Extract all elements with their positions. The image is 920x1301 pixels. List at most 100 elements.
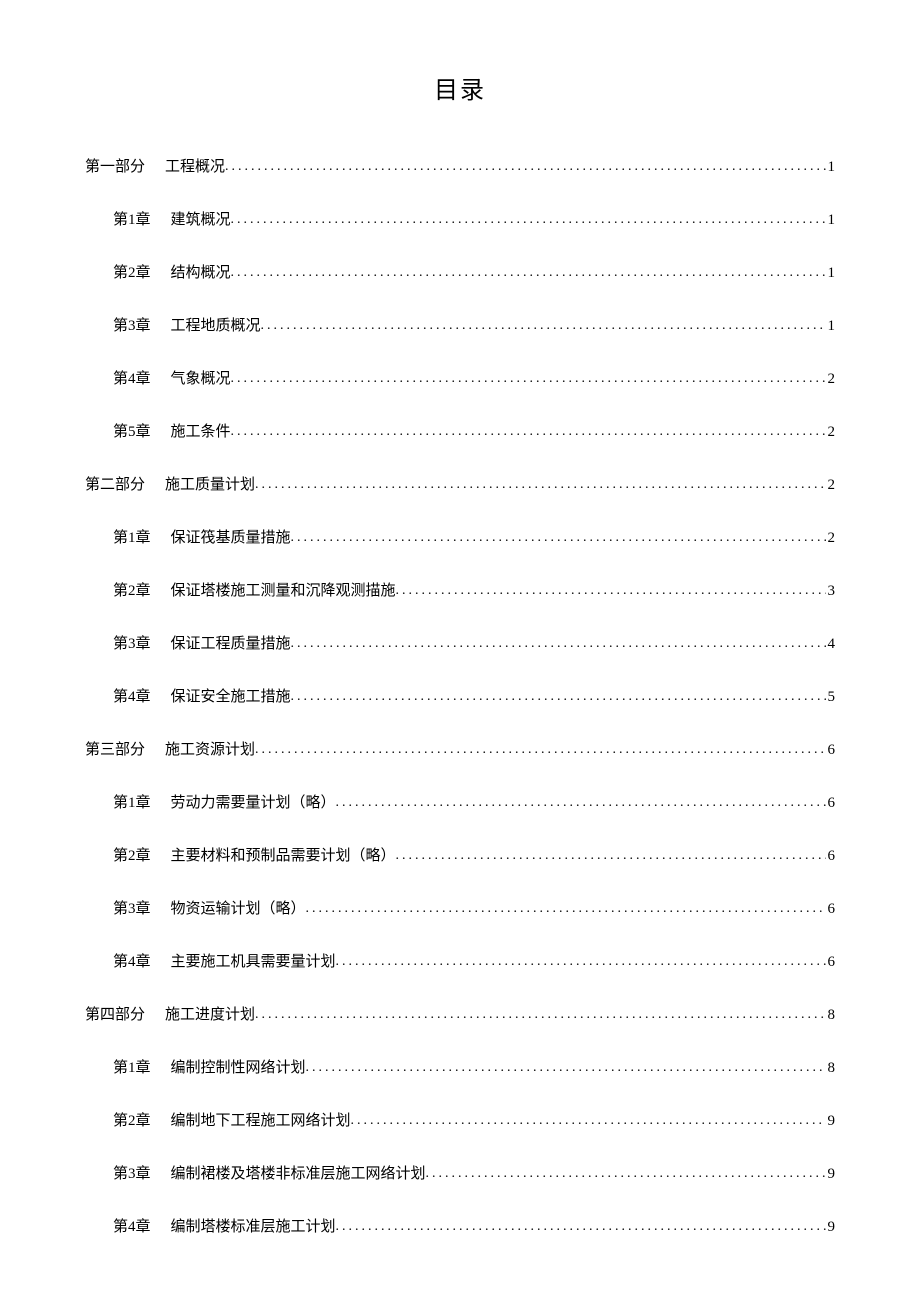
toc-entry-title: 施工资源计划 xyxy=(165,738,255,759)
page-title: 目录 xyxy=(85,70,835,105)
toc-entry: 第3章保证工程质量措施.............................… xyxy=(113,632,835,653)
toc-entry-page: 9 xyxy=(826,1166,836,1183)
toc-entry: 第一部分工程概况................................… xyxy=(85,155,835,176)
toc-entry: 第4章气象概况.................................… xyxy=(113,367,835,388)
toc-entry-label: 第4章 xyxy=(113,1215,151,1236)
toc-dots-leader: ........................................… xyxy=(291,530,826,546)
toc-entry-page: 1 xyxy=(826,159,836,176)
toc-dots-leader: ........................................… xyxy=(426,1166,826,1182)
toc-entry-label: 第三部分 xyxy=(85,738,145,759)
toc-dots-leader: ........................................… xyxy=(231,424,826,440)
toc-entry-page: 9 xyxy=(826,1113,836,1130)
toc-entry-title: 编制裙楼及塔楼非标准层施工网络计划 xyxy=(171,1162,426,1183)
toc-entry-page: 2 xyxy=(826,530,836,547)
toc-entry-label: 第4章 xyxy=(113,950,151,971)
toc-entry-title: 结构概况 xyxy=(171,261,231,282)
toc-entry-page: 1 xyxy=(826,212,836,229)
toc-entry-page: 6 xyxy=(826,901,836,918)
toc-entry-label: 第4章 xyxy=(113,367,151,388)
toc-entry-label: 第1章 xyxy=(113,526,151,547)
toc-entry-title: 施工条件 xyxy=(171,420,231,441)
toc-dots-leader: ........................................… xyxy=(255,477,825,493)
toc-entry-label: 第2章 xyxy=(113,844,151,865)
toc-entry: 第1章编制控制性网络计划............................… xyxy=(113,1056,835,1077)
toc-entry-page: 4 xyxy=(826,636,836,653)
toc-entry: 第4章编制塔楼标准层施工计划..........................… xyxy=(113,1215,835,1236)
toc-entry: 第4章主要施工机具需要量计划..........................… xyxy=(113,950,835,971)
toc-entry: 第2章保证塔楼施工测量和沉降观测描施......................… xyxy=(113,579,835,600)
toc-entry-label: 第2章 xyxy=(113,261,151,282)
toc-entry-page: 2 xyxy=(826,477,836,494)
toc-dots-leader: ........................................… xyxy=(351,1113,826,1129)
toc-entry-page: 8 xyxy=(826,1007,836,1024)
toc-entry-page: 1 xyxy=(826,318,836,335)
toc-entry-label: 第2章 xyxy=(113,1109,151,1130)
toc-entry-page: 2 xyxy=(826,424,836,441)
toc-entry-label: 第3章 xyxy=(113,897,151,918)
toc-entry-label: 第四部分 xyxy=(85,1003,145,1024)
toc-entry-title: 主要材料和预制品需要计划（略） xyxy=(171,844,396,865)
toc-dots-leader: ........................................… xyxy=(336,1219,826,1235)
toc-entry-title: 保证塔楼施工测量和沉降观测描施 xyxy=(171,579,396,600)
toc-entry-title: 工程地质概况 xyxy=(171,314,261,335)
toc-entry: 第2章编制地下工程施工网络计划.........................… xyxy=(113,1109,835,1130)
toc-entry: 第1章建筑概况.................................… xyxy=(113,208,835,229)
toc-entry-page: 9 xyxy=(826,1219,836,1236)
toc-entry-label: 第3章 xyxy=(113,314,151,335)
toc-entry: 第2章结构概况.................................… xyxy=(113,261,835,282)
toc-entry-label: 第4章 xyxy=(113,685,151,706)
toc-entry-title: 保证工程质量措施 xyxy=(171,632,291,653)
toc-entry-title: 施工进度计划 xyxy=(165,1003,255,1024)
toc-entry-page: 5 xyxy=(826,689,836,706)
toc-entry: 第5章施工条件.................................… xyxy=(113,420,835,441)
toc-entry-page: 6 xyxy=(826,848,836,865)
toc-entry-page: 1 xyxy=(826,265,836,282)
toc-dots-leader: ........................................… xyxy=(291,689,826,705)
toc-dots-leader: ........................................… xyxy=(231,212,826,228)
toc-entry: 第二部分施工质量计划..............................… xyxy=(85,473,835,494)
toc-entry-title: 保证安全施工措施 xyxy=(171,685,291,706)
toc-entry-label: 第1章 xyxy=(113,208,151,229)
toc-dots-leader: ........................................… xyxy=(336,954,826,970)
toc-entry-title: 劳动力需要量计划（略） xyxy=(171,791,336,812)
toc-entry-label: 第1章 xyxy=(113,791,151,812)
toc-dots-leader: ........................................… xyxy=(255,742,825,758)
toc-entry-title: 编制塔楼标准层施工计划 xyxy=(171,1215,336,1236)
toc-dots-leader: ........................................… xyxy=(231,265,826,281)
toc-entry-title: 施工质量计划 xyxy=(165,473,255,494)
table-of-contents: 第一部分工程概况................................… xyxy=(85,155,835,1236)
toc-dots-leader: ........................................… xyxy=(396,583,826,599)
toc-dots-leader: ........................................… xyxy=(291,636,826,652)
toc-entry-title: 保证筏基质量措施 xyxy=(171,526,291,547)
toc-entry: 第4章保证安全施工措施.............................… xyxy=(113,685,835,706)
toc-entry-label: 第二部分 xyxy=(85,473,145,494)
toc-entry: 第3章工程地质概况...............................… xyxy=(113,314,835,335)
toc-entry-page: 6 xyxy=(826,954,836,971)
toc-dots-leader: ........................................… xyxy=(255,1007,825,1023)
toc-dots-leader: ........................................… xyxy=(396,848,826,864)
toc-dots-leader: ........................................… xyxy=(261,318,826,334)
toc-entry-title: 工程概况 xyxy=(165,155,225,176)
toc-entry: 第3章物资运输计划（略）............................… xyxy=(113,897,835,918)
toc-dots-leader: ........................................… xyxy=(306,901,826,917)
toc-entry-title: 建筑概况 xyxy=(171,208,231,229)
toc-entry-page: 2 xyxy=(826,371,836,388)
toc-entry-title: 主要施工机具需要量计划 xyxy=(171,950,336,971)
toc-entry-page: 6 xyxy=(826,742,836,759)
toc-entry: 第2章主要材料和预制品需要计划（略）......................… xyxy=(113,844,835,865)
toc-entry-label: 第2章 xyxy=(113,579,151,600)
toc-entry: 第四部分施工进度计划..............................… xyxy=(85,1003,835,1024)
toc-entry-label: 第一部分 xyxy=(85,155,145,176)
toc-entry: 第3章编制裙楼及塔楼非标准层施工网络计划....................… xyxy=(113,1162,835,1183)
toc-entry-label: 第3章 xyxy=(113,1162,151,1183)
toc-dots-leader: ........................................… xyxy=(231,371,826,387)
toc-entry: 第1章保证筏基质量措施.............................… xyxy=(113,526,835,547)
toc-entry-page: 8 xyxy=(826,1060,836,1077)
toc-entry-label: 第5章 xyxy=(113,420,151,441)
toc-entry-title: 物资运输计划（略） xyxy=(171,897,306,918)
toc-entry-page: 3 xyxy=(826,583,836,600)
toc-entry-page: 6 xyxy=(826,795,836,812)
toc-dots-leader: ........................................… xyxy=(225,159,825,175)
toc-entry-title: 编制地下工程施工网络计划 xyxy=(171,1109,351,1130)
toc-dots-leader: ........................................… xyxy=(306,1060,826,1076)
